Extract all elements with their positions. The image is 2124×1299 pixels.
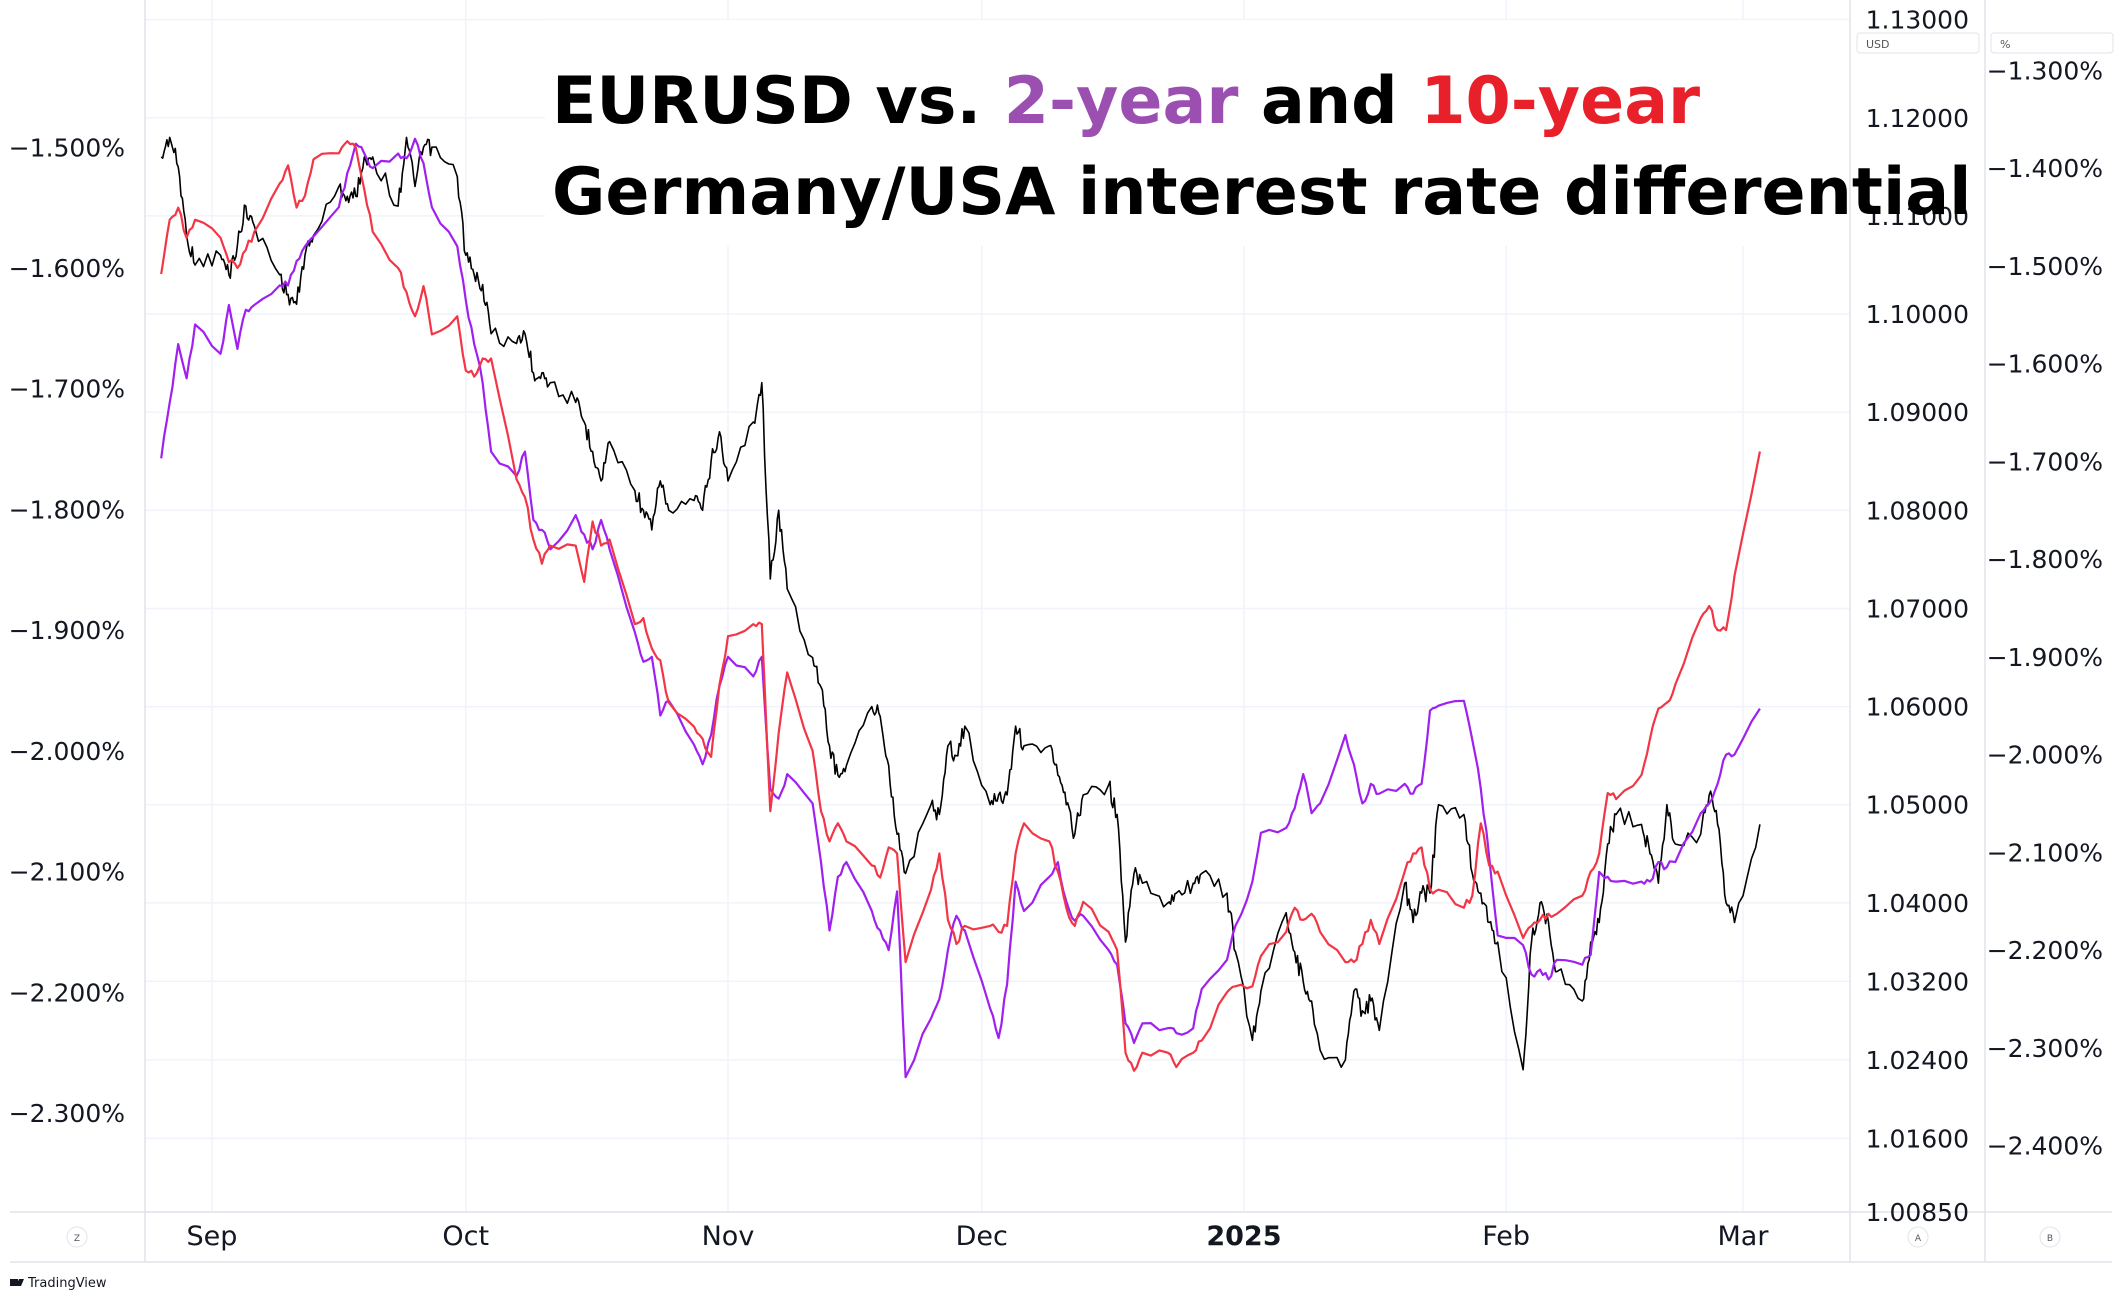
usd-axis-tick-label: 1.07000 bbox=[1866, 594, 1969, 623]
auto-scale-button-label: A bbox=[1915, 1234, 1922, 1244]
series-layer bbox=[160, 136, 1761, 1079]
title-part-2-year: 2-year bbox=[1004, 64, 1239, 139]
time-axis-tick-label: 2025 bbox=[1206, 1221, 1281, 1252]
left-axis-tick-label: −1.800% bbox=[9, 495, 125, 524]
title-part-eurusd: EURUSD vs. bbox=[552, 64, 1004, 139]
left-axis-tick-label: −2.200% bbox=[9, 978, 125, 1007]
timezone-button-label: Z bbox=[74, 1234, 80, 1244]
time-axis-tick-label: Dec bbox=[956, 1221, 1008, 1252]
percent-scale-badge[interactable] bbox=[1990, 32, 2114, 54]
percent-scale-label: % bbox=[2000, 38, 2010, 51]
left-axis-tick-label: −2.100% bbox=[9, 858, 125, 887]
time-axis-tick-label: Feb bbox=[1482, 1221, 1530, 1252]
usd-axis-tick-label: 1.10000 bbox=[1866, 300, 1969, 329]
percent-axis-tick-label: −2.100% bbox=[1987, 838, 2103, 867]
time-axis-tick-label: Sep bbox=[187, 1221, 238, 1252]
ten-year-differential-line bbox=[160, 140, 1761, 1072]
percent-axis-tick-label: −1.700% bbox=[1987, 447, 2103, 476]
title-part-10-year: 10-year bbox=[1420, 64, 1700, 139]
timezone-button[interactable] bbox=[66, 1226, 88, 1248]
chart-title-line1: EURUSD vs. 2-year and 10-year bbox=[552, 64, 1700, 139]
scale-settings-button[interactable] bbox=[2039, 1226, 2061, 1248]
usd-axis-tick-label: 1.02400 bbox=[1866, 1046, 1969, 1075]
title-part-and: and bbox=[1238, 64, 1420, 139]
usd-axis-tick-label: 1.03200 bbox=[1866, 967, 1969, 996]
usd-axis-tick-label: 1.05000 bbox=[1866, 791, 1969, 820]
usd-axis-tick-label: 1.09000 bbox=[1866, 398, 1969, 427]
usd-axis-tick-label: 1.06000 bbox=[1866, 693, 1969, 722]
percent-axis-tick-label: −2.200% bbox=[1987, 936, 2103, 965]
usd-axis-tick-label: 1.01600 bbox=[1866, 1124, 1969, 1153]
left-axis-tick-label: −2.300% bbox=[9, 1099, 125, 1128]
percent-axis[interactable]: −1.300% −1.400% −1.500% −1.600% −1.700% −1.80… bbox=[1987, 56, 2103, 1160]
chart-title-line2: Germany/USA interest rate differential bbox=[552, 155, 1971, 230]
left-axis-tick-label: −1.500% bbox=[9, 133, 125, 162]
usd-scale-label: USD bbox=[1866, 38, 1890, 51]
left-axis-tick-label: −1.900% bbox=[9, 616, 125, 645]
auto-scale-button[interactable] bbox=[1907, 1226, 1929, 1248]
percent-axis-tick-label: −2.300% bbox=[1987, 1034, 2103, 1063]
tradingview-wordmark: TradingView bbox=[27, 1276, 107, 1291]
tradingview-logo[interactable]: TradingView bbox=[10, 1276, 107, 1291]
scale-settings-button-label: B bbox=[2047, 1234, 2053, 1244]
title-background bbox=[545, 20, 1850, 246]
usd-axis-tick-label: 1.11000 bbox=[1866, 202, 1969, 231]
usd-axis-tick-label: 1.08000 bbox=[1866, 496, 1969, 525]
percent-axis-tick-label: −1.600% bbox=[1987, 350, 2103, 379]
time-axis-tick-label: Oct bbox=[442, 1221, 489, 1252]
percent-axis-tick-label: −1.300% bbox=[1987, 56, 2103, 85]
left-axis[interactable]: −1.500% −1.600% −1.700% −1.800% −1.900% −2.00… bbox=[9, 133, 125, 1128]
percent-axis-tick-label: −1.800% bbox=[1987, 545, 2103, 574]
two-year-differential-line bbox=[160, 137, 1761, 1079]
left-axis-tick-label: −1.600% bbox=[9, 254, 125, 283]
usd-scale-badge[interactable] bbox=[1856, 32, 1980, 54]
left-axis-tick-label: −1.700% bbox=[9, 375, 125, 404]
time-axis[interactable]: Sep Oct Nov Dec 2025 Feb Mar bbox=[187, 1221, 1770, 1252]
tradingview-logo-icon-slash bbox=[16, 1279, 24, 1286]
time-axis-tick-label: Mar bbox=[1718, 1221, 1770, 1252]
usd-axis-tick-label: 1.12000 bbox=[1866, 104, 1969, 133]
usd-axis-tick-label: 1.13000 bbox=[1866, 6, 1969, 35]
tradingview-logo-icon bbox=[10, 1279, 18, 1286]
time-axis-tick-label: Nov bbox=[702, 1221, 755, 1252]
percent-axis-tick-label: −2.400% bbox=[1987, 1132, 2103, 1161]
left-axis-tick-label: −2.000% bbox=[9, 737, 125, 766]
percent-axis-tick-label: −2.000% bbox=[1987, 741, 2103, 770]
percent-axis-tick-label: −1.400% bbox=[1987, 154, 2103, 183]
usd-axis-tick-label: 1.00850 bbox=[1866, 1198, 1969, 1227]
percent-axis-tick-label: −1.500% bbox=[1987, 252, 2103, 281]
eurusd-series-line bbox=[160, 136, 1761, 1071]
usd-axis[interactable]: 1.13000 1.12000 1.11000 1.10000 1.09000 1.080… bbox=[1866, 6, 1969, 1227]
usd-axis-tick-label: 1.04000 bbox=[1866, 889, 1969, 918]
percent-axis-tick-label: −1.900% bbox=[1987, 643, 2103, 672]
